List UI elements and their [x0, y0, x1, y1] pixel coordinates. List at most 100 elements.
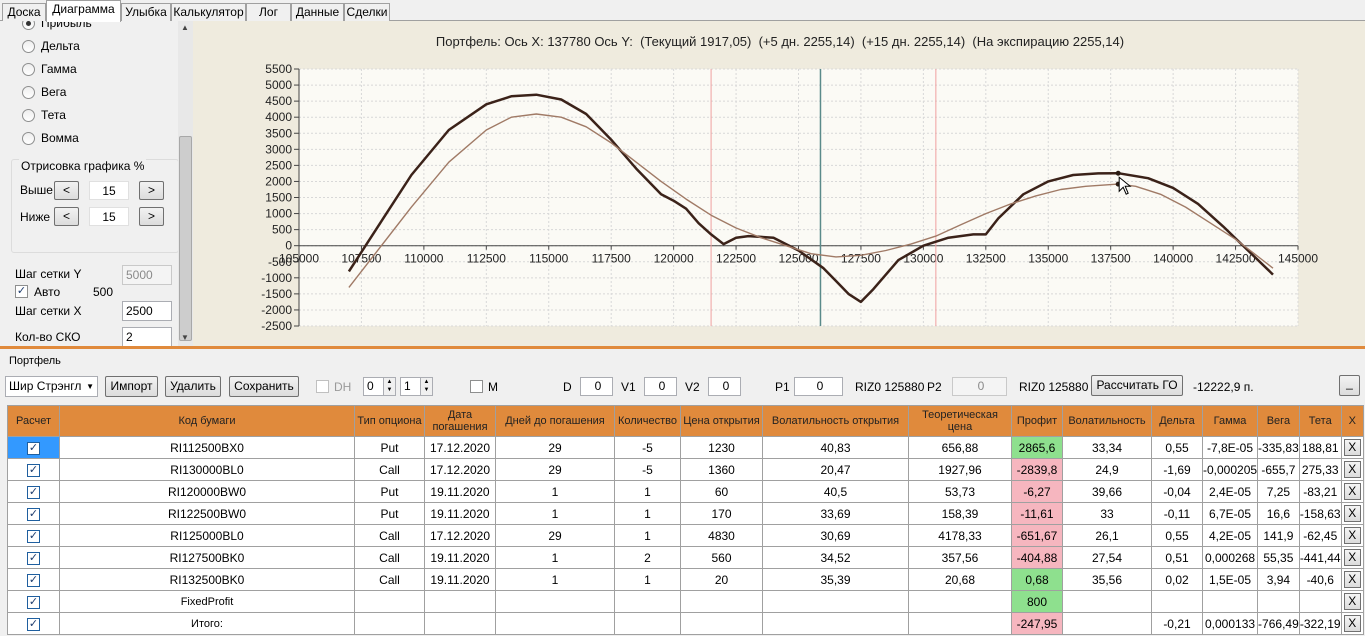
calc-checkbox[interactable]: ✓	[27, 463, 40, 477]
cell-price	[680, 612, 763, 635]
minimize-button[interactable]: _	[1339, 375, 1360, 396]
delete-row-button[interactable]: X	[1343, 593, 1361, 610]
splitter[interactable]	[0, 346, 1365, 354]
cell-code: RI130000BL0	[59, 458, 355, 481]
calc-checkbox[interactable]: ✓	[27, 529, 40, 543]
col-header[interactable]: Количество	[614, 405, 681, 437]
calc-cell[interactable]: ✓	[7, 568, 60, 591]
tab-board[interactable]: Доска	[2, 3, 46, 21]
x-tick-label: 145000	[1278, 252, 1318, 266]
calc-cell[interactable]: ✓	[7, 436, 60, 459]
save-button[interactable]: Сохранить	[229, 376, 299, 397]
p1-input[interactable]: 0	[794, 377, 843, 396]
below-increase-button[interactable]: >	[139, 207, 164, 226]
calc-checkbox[interactable]: ✓	[27, 617, 40, 631]
cell-qty: 1	[614, 524, 681, 547]
tab-calculator[interactable]: Калькулятор	[171, 3, 246, 21]
delete-row-button[interactable]: X	[1343, 549, 1361, 566]
calc-checkbox[interactable]: ✓	[27, 507, 40, 521]
scrollbar-thumb[interactable]	[179, 136, 192, 341]
col-header[interactable]: Волатильность	[1062, 405, 1152, 437]
m-checkbox[interactable]	[470, 380, 483, 393]
calc-cell[interactable]: ✓	[7, 502, 60, 525]
above-increase-button[interactable]: >	[139, 181, 164, 200]
table-row[interactable]: ✓ Итого: -247,95 -0,21 0,000133 -766,49 -322,1…	[7, 612, 1364, 635]
calc-margin-button[interactable]: Рассчитать ГО	[1091, 375, 1183, 396]
table-row[interactable]: ✓ RI112500BX0 Put 17.12.2020 29 -5 1230 40,83 65…	[7, 436, 1364, 459]
import-button[interactable]: Импорт	[105, 376, 158, 397]
radio-vega[interactable]: Вега	[22, 84, 66, 100]
delete-row-button[interactable]: X	[1343, 571, 1361, 588]
delete-row-button[interactable]: X	[1343, 527, 1361, 544]
settings-scrollbar[interactable]: ▲ ▼	[178, 21, 193, 346]
col-header[interactable]: Вега	[1257, 405, 1300, 437]
tab-data[interactable]: Данные	[291, 3, 344, 21]
delete-row-button[interactable]: X	[1343, 461, 1361, 478]
col-header[interactable]: Дата погашения	[424, 405, 496, 437]
spinner-arrows-icon[interactable]: ▲ ▼	[383, 378, 395, 395]
col-header[interactable]: Код бумаги	[59, 405, 355, 437]
calc-cell[interactable]: ✓	[7, 458, 60, 481]
v2-input[interactable]: 0	[708, 377, 741, 396]
p2-input[interactable]: 0	[952, 377, 1007, 396]
strategy-select[interactable]: Шир Стрэнгл ▼	[5, 376, 98, 397]
calc-cell[interactable]: ✓	[7, 612, 60, 635]
col-header[interactable]: Дельта	[1151, 405, 1203, 437]
table-row[interactable]: ✓ FixedProfit 800 X	[7, 590, 1364, 613]
spinner-arrows-icon[interactable]: ▲ ▼	[420, 378, 432, 395]
grid-step-x-input[interactable]: 2500	[122, 301, 172, 321]
delete-row-button[interactable]: X	[1343, 439, 1361, 456]
calc-checkbox[interactable]: ✓	[27, 595, 40, 609]
table-row[interactable]: ✓ RI122500BW0 Put 19.11.2020 1 1 170 33,69 158,3…	[7, 502, 1364, 525]
tab-diagram[interactable]: Диаграмма	[46, 0, 121, 22]
col-header[interactable]: Тип опциона	[354, 405, 425, 437]
calc-checkbox[interactable]: ✓	[27, 573, 40, 587]
table-row[interactable]: ✓ RI132500BK0 Call 19.11.2020 1 1 20 35,39 20,68…	[7, 568, 1364, 591]
col-header[interactable]: Волатильность открытия	[762, 405, 909, 437]
calc-cell[interactable]: ✓	[7, 590, 60, 613]
v1-input[interactable]: 0	[644, 377, 677, 396]
col-header[interactable]: Гамма	[1201, 405, 1259, 437]
d-input[interactable]: 0	[580, 377, 613, 396]
col-header[interactable]: Расчет	[7, 405, 60, 437]
cell-qty: -5	[614, 458, 681, 481]
table-row[interactable]: ✓ RI120000BW0 Put 19.11.2020 1 1 60 40,5 53,73 -6…	[7, 480, 1364, 503]
dh-checkbox[interactable]	[316, 380, 329, 393]
calc-cell[interactable]: ✓	[7, 524, 60, 547]
radio-vomma[interactable]: Вомма	[22, 130, 79, 146]
above-decrease-button[interactable]: <	[54, 181, 79, 200]
radio-theta[interactable]: Тета	[22, 107, 66, 123]
tab-deals[interactable]: Сделки	[344, 3, 390, 21]
scroll-up-icon[interactable]: ▲	[181, 23, 189, 32]
table-row[interactable]: ✓ RI127500BK0 Call 19.11.2020 1 2 560 34,52 357,…	[7, 546, 1364, 569]
radio-profit[interactable]: Прибыль	[22, 21, 92, 31]
below-decrease-button[interactable]: <	[54, 207, 79, 226]
col-header[interactable]: Дней до погашения	[495, 405, 615, 437]
auto-checkbox[interactable]: ✓	[15, 285, 28, 298]
tab-smile[interactable]: Улыбка	[121, 3, 171, 21]
delete-row-button[interactable]: X	[1343, 505, 1361, 522]
spin1-input[interactable]: 0 ▲ ▼	[363, 377, 396, 396]
tab-log[interactable]: Лог	[246, 3, 291, 21]
col-header[interactable]: Цена открытия	[680, 405, 763, 437]
scroll-down-icon[interactable]: ▼	[181, 333, 189, 342]
calc-checkbox[interactable]: ✓	[27, 485, 40, 499]
col-header[interactable]: Теоретическая цена	[908, 405, 1012, 437]
spin2-input[interactable]: 1 ▲ ▼	[400, 377, 433, 396]
calc-cell[interactable]: ✓	[7, 480, 60, 503]
calc-checkbox[interactable]: ✓	[27, 551, 40, 565]
col-header[interactable]: X	[1340, 405, 1364, 437]
radio-delta[interactable]: Дельта	[22, 38, 80, 54]
calc-checkbox[interactable]: ✓	[27, 441, 40, 455]
calc-cell[interactable]: ✓	[7, 546, 60, 569]
delete-row-button[interactable]: X	[1343, 483, 1361, 500]
table-row[interactable]: ✓ RI130000BL0 Call 17.12.2020 29 -5 1360 20,47 1…	[7, 458, 1364, 481]
table-row[interactable]: ✓ RI125000BL0 Call 17.12.2020 29 1 4830 30,69 41…	[7, 524, 1364, 547]
sko-count-input[interactable]: 2	[122, 327, 172, 346]
grid-step-y-input[interactable]: 5000	[122, 265, 172, 285]
delete-row-button[interactable]: X	[1343, 615, 1361, 632]
delete-button[interactable]: Удалить	[165, 376, 221, 397]
radio-gamma[interactable]: Гамма	[22, 61, 77, 77]
col-header[interactable]: Тета	[1298, 405, 1342, 437]
col-header[interactable]: Профит	[1011, 405, 1063, 437]
